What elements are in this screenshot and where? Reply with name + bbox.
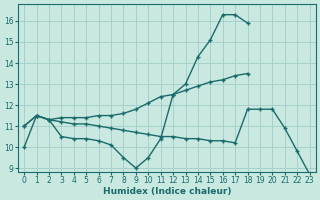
X-axis label: Humidex (Indice chaleur): Humidex (Indice chaleur) — [103, 187, 231, 196]
